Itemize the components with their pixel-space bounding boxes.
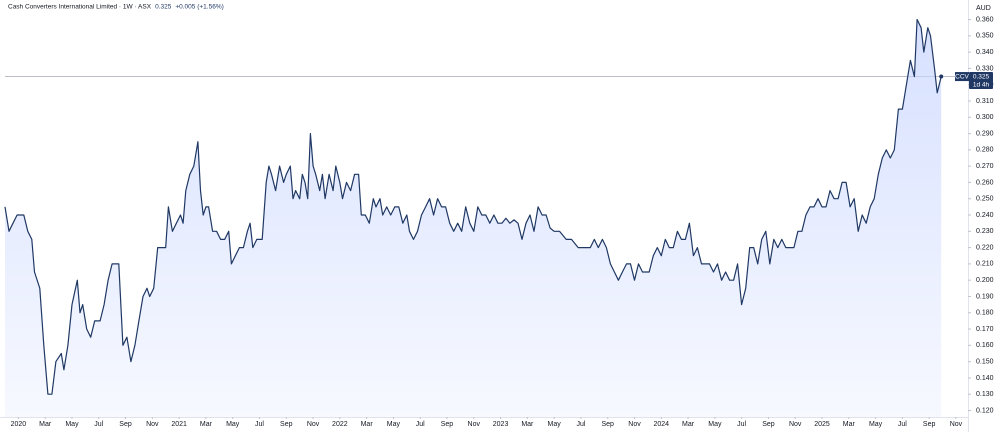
x-tick-label: Nov [307,421,320,428]
price-line [4,18,942,395]
x-tick-label: Nov [950,421,963,428]
x-tick-label: 2021 [171,421,187,428]
x-tick-label: May [708,421,722,428]
x-tick-label: 2020 [11,421,27,428]
last-point [939,74,944,79]
x-tick-label: Nov [146,421,159,428]
y-tick-label: 0.350 [976,33,994,40]
x-tick-label: Sep [601,421,614,428]
x-tick-label: Jul [898,421,907,428]
chart-title: Cash Converters International Limited · … [8,4,152,11]
x-tick-label: 2024 [653,421,669,428]
x-tick-label: Nov [628,421,641,428]
header-price: 0.325 [155,4,172,11]
y-tick-label: 0.160 [976,342,994,349]
y-tick-label: 0.310 [976,98,994,105]
x-tick-label: Sep [119,421,132,428]
x-tick-label: Jul [416,421,425,428]
x-tick-label: Mar [682,421,695,428]
y-tick-label: 0.230 [976,228,994,235]
x-tick-label: Sep [280,421,293,428]
x-tick-label: May [65,421,79,428]
y-tick-label: 0.260 [976,179,994,186]
y-tick-label: 0.220 [976,244,994,251]
x-tick-label: Mar [39,421,52,428]
x-tick-label: Sep [441,421,454,428]
y-tick-label: 0.300 [976,114,994,121]
x-tick-label: Jul [576,421,585,428]
y-tick-label: 0.140 [976,375,994,382]
y-tick-label: 0.210 [976,261,994,268]
price-badge [969,72,993,90]
x-tick-label: May [548,421,562,428]
x-tick-label: Jul [255,421,264,428]
price-label: 0.325 [973,73,990,80]
countdown-label: 1d 4h [973,81,990,88]
symbol-badge [955,72,969,82]
x-tick-label: Sep [762,421,775,428]
y-tick-label: 0.200 [976,277,994,284]
y-tick-label: 0.290 [976,130,994,137]
x-tick-label: Mar [843,421,856,428]
y-tick-label: 0.150 [976,358,994,365]
header-change: +0.005 (+1.56%) [175,4,223,11]
y-tick-label: 0.270 [976,163,994,170]
x-tick-label: Nov [789,421,802,428]
x-tick-label: 2022 [332,421,348,428]
x-tick-label: May [869,421,883,428]
x-tick-label: May [387,421,401,428]
y-tick-label: 0.170 [976,326,994,333]
x-tick-label: 2023 [493,421,509,428]
x-tick-label: Nov [468,421,481,428]
area-fill [5,19,942,417]
y-tick-label: 0.280 [976,147,994,154]
y-tick-label: 0.240 [976,212,994,219]
y-tick-label: 0.250 [976,196,994,203]
x-tick-label: 2025 [814,421,830,428]
y-tick-label: 0.360 [976,16,994,23]
x-tick-label: Sep [923,421,936,428]
x-tick-label: May [226,421,240,428]
y-tick-label: 0.120 [976,407,994,414]
x-tick-label: Mar [200,421,213,428]
x-tick-label: Mar [361,421,374,428]
y-tick-label: 0.190 [976,293,994,300]
symbol-label: CCV [955,73,969,80]
x-tick-label: Mar [521,421,534,428]
x-tick-label: Jul [94,421,103,428]
y-tick-label: 0.340 [976,49,994,56]
y-tick-label: 0.180 [976,310,994,317]
y-tick-label: 0.330 [976,65,994,72]
x-tick-label: Jul [737,421,746,428]
y-tick-label: 0.130 [976,391,994,398]
currency: AUD [976,5,991,12]
